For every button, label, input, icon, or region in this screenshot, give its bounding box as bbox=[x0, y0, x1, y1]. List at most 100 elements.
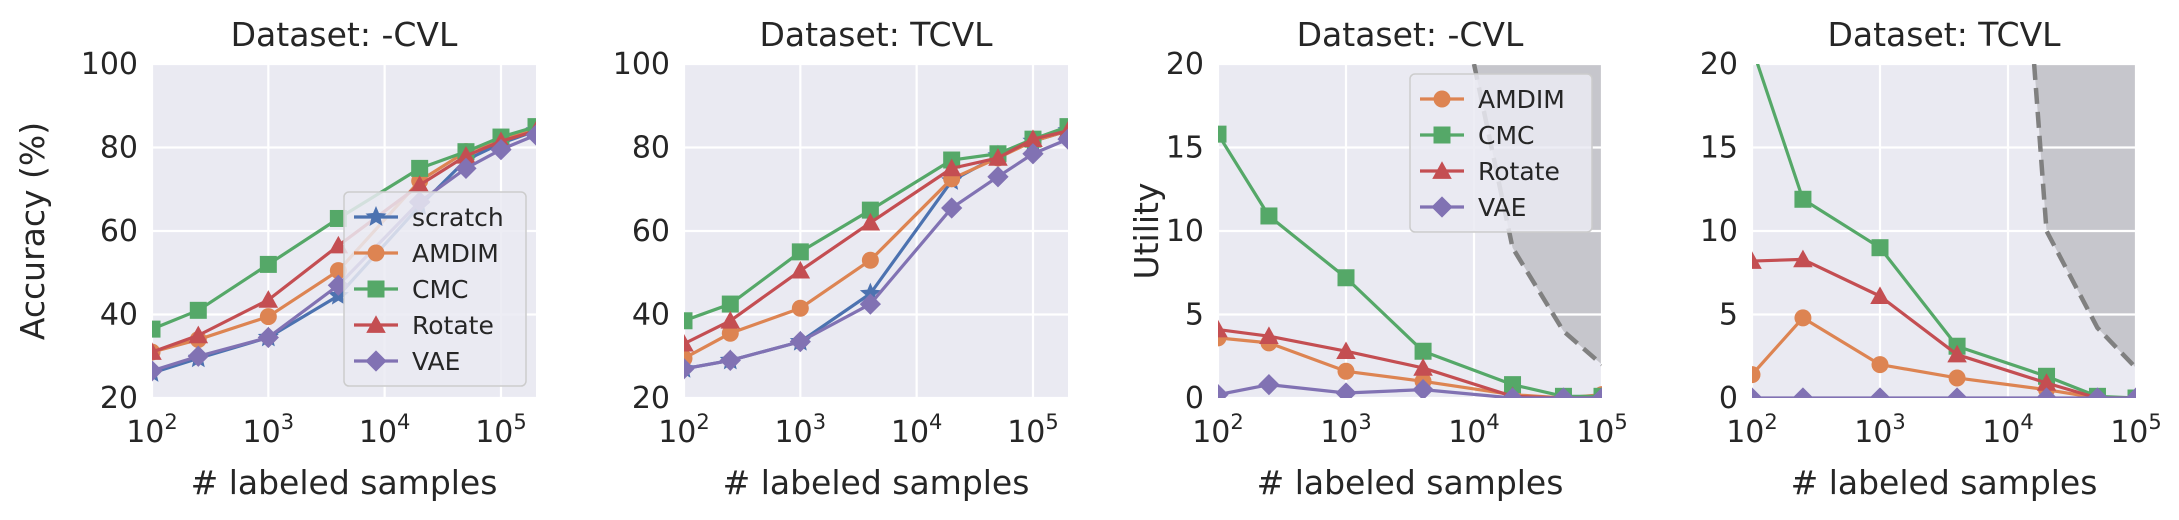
data-point-rotate bbox=[860, 212, 881, 231]
x-tick-exponent: 4 bbox=[1486, 410, 1499, 434]
data-point-cmc bbox=[329, 209, 347, 227]
data-point-vae bbox=[1591, 387, 1602, 398]
legend-label-amdim: AMDIM bbox=[412, 239, 499, 268]
x-tick-base: 10 bbox=[475, 415, 513, 450]
data-point-vae bbox=[2035, 387, 2058, 398]
legend-label-vae: VAE bbox=[1478, 193, 1526, 222]
x-tick-base: 10 bbox=[1982, 415, 2020, 450]
x-tick-base: 10 bbox=[891, 415, 929, 450]
chart-title: Dataset: -CVL bbox=[1297, 15, 1524, 54]
data-point-cmc bbox=[527, 118, 536, 136]
x-tick-base: 10 bbox=[1448, 415, 1486, 450]
legend-label-cmc: CMC bbox=[1478, 121, 1534, 150]
legend-marker-scratch bbox=[365, 205, 387, 226]
data-point-vae bbox=[490, 138, 512, 161]
y-tick-label: 80 bbox=[100, 131, 138, 166]
data-point-rotate bbox=[1023, 129, 1043, 147]
data-point-vae bbox=[2125, 387, 2136, 398]
legend: AMDIM CMC Rotate VAE bbox=[1409, 73, 1593, 233]
shade-boundary-line bbox=[2031, 64, 2136, 370]
x-tick-base: 10 bbox=[359, 415, 397, 450]
y-tick-label: 60 bbox=[632, 214, 670, 249]
data-point-rotate bbox=[988, 148, 1008, 166]
series-vae bbox=[684, 128, 1068, 380]
data-point-amdim bbox=[329, 262, 347, 280]
series-vae bbox=[1752, 387, 2136, 398]
y-tick-label: 5 bbox=[1185, 298, 1204, 333]
x-tick-base: 10 bbox=[126, 415, 164, 450]
x-tick-base: 10 bbox=[658, 415, 696, 450]
x-tick-label: 103 bbox=[243, 410, 295, 450]
data-point-vae bbox=[1057, 128, 1068, 150]
chart-title: Dataset: -CVL bbox=[231, 15, 458, 54]
data-point-vae bbox=[257, 326, 279, 349]
legend-marker-amdim bbox=[1433, 90, 1451, 108]
legend-marker-rotate bbox=[366, 315, 386, 333]
x-tick-exponent: 4 bbox=[929, 410, 942, 434]
data-point-vae bbox=[1412, 379, 1434, 398]
x-tick-exponent: 3 bbox=[1358, 410, 1371, 434]
x-tick-label: 104 bbox=[891, 410, 943, 450]
y-axis-label: Accuracy (%) bbox=[13, 122, 52, 340]
data-point-cmc bbox=[1260, 207, 1278, 225]
data-point-rotate bbox=[684, 333, 694, 352]
x-tick-exponent: 3 bbox=[1892, 410, 1905, 434]
legend-frame bbox=[343, 191, 527, 387]
data-point-amdim bbox=[721, 324, 739, 342]
x-tick-label: 104 bbox=[359, 410, 411, 450]
x-axis-label: # labeled samples bbox=[1791, 463, 2098, 502]
x-tick-exponent: 3 bbox=[813, 410, 826, 434]
legend-marker-cmc bbox=[1433, 126, 1451, 144]
x-tick-exponent: 5 bbox=[1045, 410, 1058, 434]
data-point-rotate bbox=[941, 158, 962, 177]
x-tick-base: 10 bbox=[1007, 415, 1045, 450]
data-point-amdim bbox=[1948, 369, 1966, 387]
data-point-rotate bbox=[1752, 251, 1762, 269]
y-tick-label: 40 bbox=[100, 298, 138, 333]
y-tick-label: 10 bbox=[1700, 214, 1738, 249]
data-point-rotate bbox=[152, 342, 162, 360]
x-tick-exponent: 4 bbox=[2020, 410, 2033, 434]
legend-label-scratch: scratch bbox=[412, 203, 504, 232]
legend-marker-vae bbox=[365, 350, 387, 372]
data-point-rotate bbox=[1793, 249, 1813, 268]
data-point-cmc bbox=[259, 255, 277, 273]
legend-marker-rotate bbox=[1432, 161, 1452, 179]
data-point-amdim bbox=[861, 251, 879, 269]
x-tick-base: 10 bbox=[1576, 415, 1614, 450]
x-axis-label: # labeled samples bbox=[1257, 463, 1564, 502]
x-tick-label: 102 bbox=[658, 410, 710, 450]
x-tick-label: 105 bbox=[2110, 410, 2162, 450]
data-point-rotate bbox=[456, 146, 476, 164]
x-tick-label: 102 bbox=[1192, 410, 1244, 450]
data-point-vae bbox=[1258, 374, 1280, 396]
y-tick-label: 20 bbox=[632, 381, 670, 416]
x-tick-exponent: 3 bbox=[281, 410, 294, 434]
chart-title: Dataset: TCVL bbox=[1827, 15, 2061, 54]
legend-frame bbox=[1409, 73, 1593, 233]
data-point-cmc bbox=[189, 301, 207, 319]
data-point-cmc bbox=[1337, 269, 1355, 287]
data-point-cmc bbox=[1218, 125, 1227, 143]
data-point-vae bbox=[187, 345, 209, 367]
data-point-amdim bbox=[1871, 356, 1889, 374]
data-point-vae bbox=[1946, 387, 1968, 398]
data-point-cmc bbox=[411, 159, 429, 177]
data-point-vae bbox=[684, 358, 695, 380]
x-tick-base: 10 bbox=[243, 415, 281, 450]
data-point-rotate bbox=[409, 175, 430, 193]
x-tick-exponent: 2 bbox=[1230, 410, 1243, 434]
data-point-cmc bbox=[1794, 190, 1812, 208]
x-tick-label: 104 bbox=[1448, 410, 1500, 450]
chart-title: Dataset: TCVL bbox=[759, 15, 993, 54]
y-tick-label: 80 bbox=[632, 131, 670, 166]
legend-label-rotate: Rotate bbox=[412, 311, 494, 340]
data-point-cmc bbox=[684, 312, 693, 330]
data-point-vae bbox=[1218, 384, 1229, 398]
legend-label-amdim: AMDIM bbox=[1478, 85, 1565, 114]
data-point-amdim bbox=[1337, 362, 1355, 380]
